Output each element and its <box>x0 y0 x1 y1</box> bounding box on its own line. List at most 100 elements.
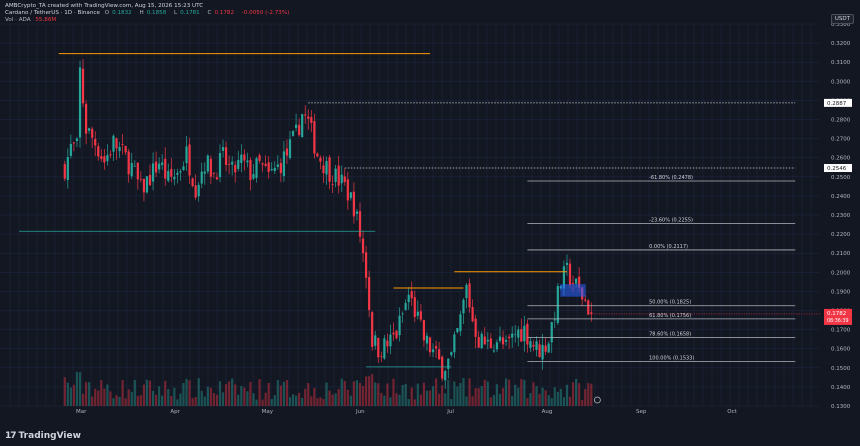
volume-bar <box>176 399 179 406</box>
currency-button[interactable]: USDT <box>830 14 854 24</box>
volume-bar <box>310 396 313 406</box>
candle-body <box>337 165 340 186</box>
volume-bar <box>231 378 234 406</box>
volume-bar <box>212 393 216 406</box>
volume-bar <box>453 381 456 406</box>
volume-bar <box>559 388 562 406</box>
volume-bar <box>438 393 441 406</box>
volume-bar <box>139 395 142 406</box>
chart-credit: AMBCrypto_TA created with TradingView.co… <box>5 3 204 9</box>
ohlc-high: H 0.1858 <box>139 10 167 16</box>
volume-bar <box>91 396 94 406</box>
candle-body <box>304 114 307 116</box>
volume-bar <box>395 393 398 406</box>
volume-bar <box>121 380 124 406</box>
volume-bar <box>562 397 566 406</box>
volume-bar <box>465 396 468 406</box>
volume-bar <box>185 378 188 406</box>
volume-bar <box>538 393 541 406</box>
candles <box>63 59 593 390</box>
volume-bar <box>106 384 109 406</box>
candle-body <box>224 147 228 165</box>
candle-body <box>477 336 480 348</box>
volume-label: Vol · ADA <box>5 17 31 23</box>
volume-bar <box>358 382 362 406</box>
candle-body <box>282 151 286 177</box>
candle-body <box>294 124 298 129</box>
volume-bar <box>383 395 386 406</box>
volume-bar <box>450 399 453 406</box>
volume-bar <box>261 399 264 406</box>
volume-bar <box>112 398 115 406</box>
volume-bar <box>337 389 340 406</box>
candle-body <box>422 320 426 341</box>
symbol-legend[interactable]: Cardano / TetherUS · 1D · Binance O 0.183… <box>5 10 292 16</box>
volume-bar <box>371 374 374 406</box>
y-tick-label: 0.1900 <box>831 289 851 295</box>
candle-body <box>154 161 158 173</box>
candle-body <box>431 349 435 353</box>
candle-body <box>441 356 444 379</box>
volume-bar <box>307 383 310 406</box>
candle-body <box>100 156 103 159</box>
candle-body <box>358 211 362 237</box>
fib-level-label: -23.60% (0.2255) <box>649 218 693 224</box>
candle-body <box>383 338 386 359</box>
volume-bar <box>270 399 273 406</box>
candle-body <box>343 176 346 182</box>
candle-body <box>453 334 456 353</box>
y-tick-label: 0.3100 <box>831 60 851 66</box>
volume-bar <box>517 387 520 406</box>
volume-bar <box>78 372 82 406</box>
candle-body <box>410 291 413 299</box>
candle-body <box>544 345 547 352</box>
volume-bar <box>462 378 465 406</box>
volume-bar <box>249 381 252 406</box>
volume-bar <box>179 393 182 406</box>
y-tick-label: 0.2600 <box>831 156 851 162</box>
candle-body <box>252 174 255 179</box>
volume-bar <box>565 384 569 406</box>
x-tick-label: Sep <box>636 409 647 415</box>
y-tick-label: 0.2500 <box>831 175 851 181</box>
candle-body <box>118 147 121 152</box>
volume-bar <box>158 386 161 406</box>
fib-level-label: 100.00% (0.1533) <box>649 355 694 361</box>
volume-bar <box>422 382 426 406</box>
volume-bar <box>541 387 544 406</box>
volume-bar <box>547 395 550 406</box>
candle-body <box>243 154 246 161</box>
candle-body <box>228 163 231 165</box>
candle-body <box>520 329 523 342</box>
candle-body <box>313 121 316 154</box>
volume-bar <box>264 392 267 406</box>
candle-body <box>267 162 270 172</box>
candle-body <box>340 174 343 184</box>
tradingview-wordmark: TradingView <box>18 431 81 441</box>
candle-body <box>447 358 450 370</box>
volume-bar <box>182 382 185 406</box>
volume-bar <box>240 386 243 406</box>
candle-body <box>425 335 429 344</box>
volume-bar <box>386 383 389 406</box>
volume-bar <box>480 386 483 406</box>
volume-bar <box>544 390 547 406</box>
candle-body <box>413 297 416 317</box>
volume-bar <box>392 378 395 406</box>
candle-body <box>176 172 179 175</box>
candle-body <box>514 333 517 335</box>
volume-bar <box>215 394 219 406</box>
volume-bar <box>425 390 429 406</box>
y-tick-label: 0.3000 <box>831 79 851 85</box>
volume-bar <box>441 385 444 406</box>
candle-body <box>553 319 556 321</box>
candle-body <box>319 157 322 162</box>
candle-body <box>578 276 581 288</box>
candle-body <box>164 158 167 179</box>
candle-body <box>151 163 155 182</box>
candle-body <box>288 139 292 158</box>
candle-body <box>541 344 544 360</box>
volume-legend[interactable]: Vol · ADA 55.86M <box>5 17 59 23</box>
candle-body <box>206 155 209 172</box>
